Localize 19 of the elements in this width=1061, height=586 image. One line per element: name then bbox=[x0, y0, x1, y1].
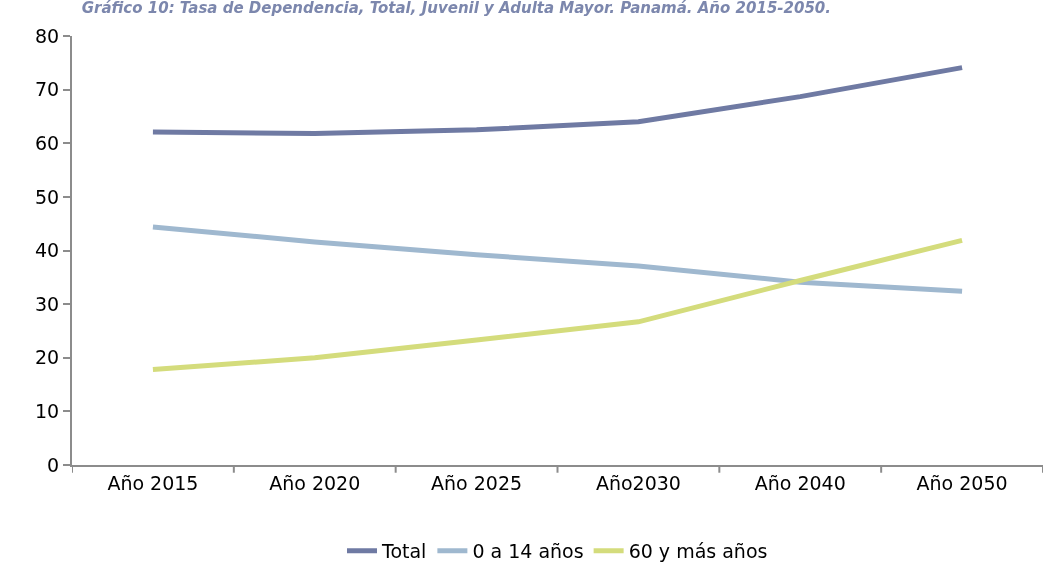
y-tick-label: 40 bbox=[35, 239, 60, 262]
y-tick-label: 80 bbox=[35, 24, 60, 47]
y-tick-label: 10 bbox=[35, 400, 60, 423]
y-tick-label: 50 bbox=[35, 185, 60, 208]
legend-label: Total bbox=[381, 540, 427, 563]
y-tick-label: 70 bbox=[35, 78, 60, 101]
y-tick-label: 60 bbox=[35, 131, 60, 154]
legend-label: 60 y más años bbox=[628, 540, 768, 563]
y-tick-label: 30 bbox=[35, 292, 60, 315]
y-tick-label: 0 bbox=[47, 453, 60, 476]
x-tick-label: Año 2015 bbox=[107, 471, 199, 494]
y-tick-label: 20 bbox=[35, 346, 60, 369]
x-tick-label: Año 2040 bbox=[754, 471, 846, 494]
chart-title: Gráfico 10: Tasa de Dependencia, Total, Juvenil y Adulta Mayor. Panamá. Año 2015-2050. bbox=[81, 0, 832, 18]
x-tick-label: Año2030 bbox=[595, 471, 681, 494]
legend-label: 0 a 14 años bbox=[472, 540, 584, 563]
x-tick-label: Año 2025 bbox=[431, 471, 523, 494]
x-tick-label: Año 2050 bbox=[916, 471, 1008, 494]
x-tick-label: Año 2020 bbox=[269, 471, 361, 494]
